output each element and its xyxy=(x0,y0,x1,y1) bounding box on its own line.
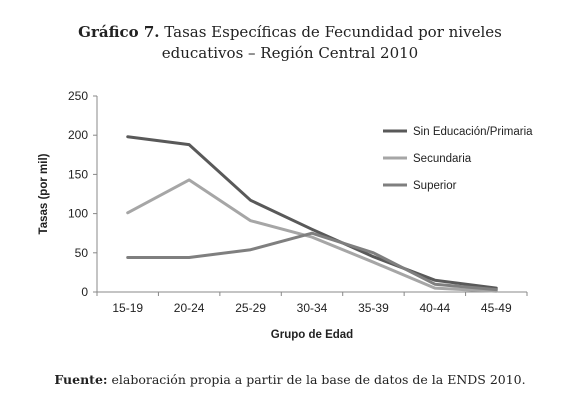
y-tick-label: 200 xyxy=(68,128,88,142)
chart-title-label: Gráfico 7. xyxy=(78,23,160,41)
x-tick-label: 30-34 xyxy=(297,301,328,315)
x-tick-label: 40-44 xyxy=(420,301,451,315)
source-label: Fuente: xyxy=(54,372,108,387)
y-axis-title: Tasas (por mil) xyxy=(38,153,50,234)
series-line xyxy=(126,135,498,290)
x-tick-label: 45-49 xyxy=(481,301,512,315)
source-note: Fuente: elaboración propia a partir de l… xyxy=(0,372,580,387)
x-tick-label: 25-29 xyxy=(235,301,266,315)
y-tick-label: 250 xyxy=(68,89,88,103)
y-tick-label: 150 xyxy=(68,167,88,181)
y-tick-label: 100 xyxy=(68,207,88,221)
series-line xyxy=(126,178,498,293)
legend-label: Secundaria xyxy=(413,153,472,165)
chart-title-line2: educativos – Región Central 2010 xyxy=(161,44,419,62)
x-tick-label: 35-39 xyxy=(358,301,389,315)
x-tick-label: 20-24 xyxy=(174,301,205,315)
chart-title: Gráfico 7. Tasas Específicas de Fecundid… xyxy=(0,22,580,64)
legend-label: Superior xyxy=(413,180,457,192)
legend-label: Sin Educación/Primaria xyxy=(413,126,533,138)
chart-title-line1: Tasas Específicas de Fecundidad por nive… xyxy=(164,23,502,41)
y-tick-label: 50 xyxy=(75,246,89,260)
x-tick-label: 15-19 xyxy=(112,301,143,315)
series-line xyxy=(126,231,498,292)
x-axis-title: Grupo de Edad xyxy=(271,329,353,341)
source-text: elaboración propia a partir de la base d… xyxy=(111,372,526,387)
y-tick-label: 0 xyxy=(81,285,88,299)
